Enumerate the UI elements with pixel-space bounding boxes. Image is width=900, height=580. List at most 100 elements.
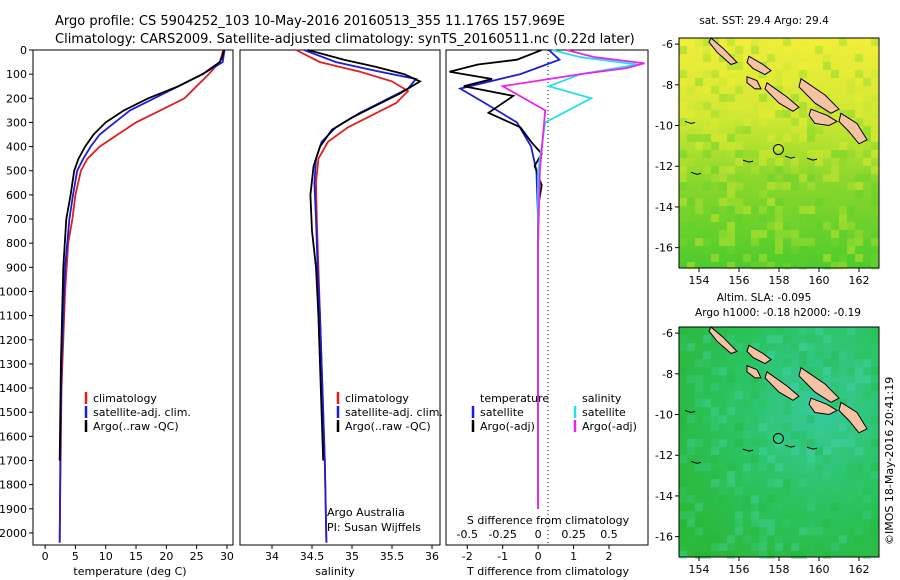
map-cell xyxy=(839,190,847,198)
map-cell xyxy=(751,46,759,54)
map-cell xyxy=(735,206,743,214)
map-cell xyxy=(799,62,807,70)
map-cell xyxy=(775,543,783,551)
map-cell xyxy=(687,511,695,519)
map-cell xyxy=(839,214,847,222)
map-cell xyxy=(767,495,775,503)
map-cell xyxy=(791,238,799,246)
map-cell xyxy=(831,487,839,495)
map-cell xyxy=(727,375,735,383)
island-outline xyxy=(838,401,868,434)
map-cell xyxy=(711,214,719,222)
y-tick-label: 1600 xyxy=(0,430,27,443)
map-cell xyxy=(775,54,783,62)
map-cell xyxy=(767,150,775,158)
map-cell xyxy=(767,190,775,198)
map-cell xyxy=(727,463,735,471)
map-cell xyxy=(823,455,831,463)
header-line1: Argo profile: CS 5904252_103 10-May-2016… xyxy=(55,14,565,29)
map-cell xyxy=(727,423,735,431)
map-cell xyxy=(695,551,703,559)
map-cell xyxy=(799,126,807,134)
map-cell xyxy=(831,543,839,551)
map-cell xyxy=(855,182,863,190)
map-cell xyxy=(783,407,791,415)
map-cell xyxy=(783,487,791,495)
map-cell xyxy=(799,46,807,54)
map-cell xyxy=(823,367,831,375)
map-cell xyxy=(719,166,727,174)
map-cell xyxy=(847,439,855,447)
map-cell xyxy=(735,343,743,351)
map-cell xyxy=(799,439,807,447)
map-cell xyxy=(871,46,879,54)
map-cell xyxy=(799,479,807,487)
map-cell xyxy=(743,254,751,262)
map-cell xyxy=(807,150,815,158)
map-cell xyxy=(727,495,735,503)
x-tick-label: 20 xyxy=(159,550,173,563)
map-cell xyxy=(767,110,775,118)
map-cell xyxy=(871,142,879,150)
map-cell xyxy=(703,415,711,423)
map-cell xyxy=(759,463,767,471)
map-cell xyxy=(807,134,815,142)
map-cell xyxy=(839,38,847,46)
map-cell xyxy=(767,262,775,270)
map-cell xyxy=(855,118,863,126)
map-cell xyxy=(791,182,799,190)
x-tick-label: 36 xyxy=(425,550,439,563)
x-tick-label: 10 xyxy=(99,550,113,563)
map-cell xyxy=(847,54,855,62)
map-cell xyxy=(719,174,727,182)
map-cell xyxy=(695,399,703,407)
map-cell xyxy=(863,230,871,238)
map-cell xyxy=(759,535,767,543)
difference-panel: -2 -1 0 1 2 -0.5 -0.25 0 0.25 0.5 S difference f… xyxy=(445,49,649,578)
map-cell xyxy=(863,174,871,182)
map-cell xyxy=(799,262,807,270)
map-cell xyxy=(815,327,823,335)
map-cell xyxy=(863,246,871,254)
map-cell xyxy=(871,463,879,471)
map-cell xyxy=(767,134,775,142)
map-cell xyxy=(775,447,783,455)
island-outline xyxy=(746,344,772,365)
map-cell xyxy=(695,198,703,206)
map-cell xyxy=(791,359,799,367)
map-cell xyxy=(783,182,791,190)
map-cell xyxy=(871,198,879,206)
map-cell xyxy=(679,174,687,182)
map-cell xyxy=(847,78,855,86)
map-cell xyxy=(831,439,839,447)
map-cell xyxy=(855,471,863,479)
map-cell xyxy=(735,46,743,54)
map-cell xyxy=(751,150,759,158)
reef-outline xyxy=(684,409,696,413)
map-cell xyxy=(799,391,807,399)
sla-field xyxy=(679,327,879,557)
y-tick-label: 2000 xyxy=(0,527,27,540)
temperature-plot-frame xyxy=(32,49,234,546)
map-cell xyxy=(751,391,759,399)
map-cell xyxy=(719,543,727,551)
map-cell xyxy=(695,407,703,415)
x-tick-label: -2 xyxy=(462,550,473,563)
map-cell xyxy=(823,222,831,230)
map-cell xyxy=(815,487,823,495)
map-cell xyxy=(679,519,687,527)
map-cell xyxy=(735,126,743,134)
map-cell xyxy=(871,230,879,238)
map-cell xyxy=(687,495,695,503)
map-cell xyxy=(695,102,703,110)
map-cell xyxy=(807,327,815,335)
map-cell xyxy=(759,118,767,126)
map-cell xyxy=(831,375,839,383)
map-cell xyxy=(751,327,759,335)
map-cell xyxy=(847,423,855,431)
map-cell xyxy=(711,174,719,182)
map-cell xyxy=(847,182,855,190)
map-cell xyxy=(759,206,767,214)
map-cell xyxy=(815,447,823,455)
map-cell xyxy=(839,230,847,238)
